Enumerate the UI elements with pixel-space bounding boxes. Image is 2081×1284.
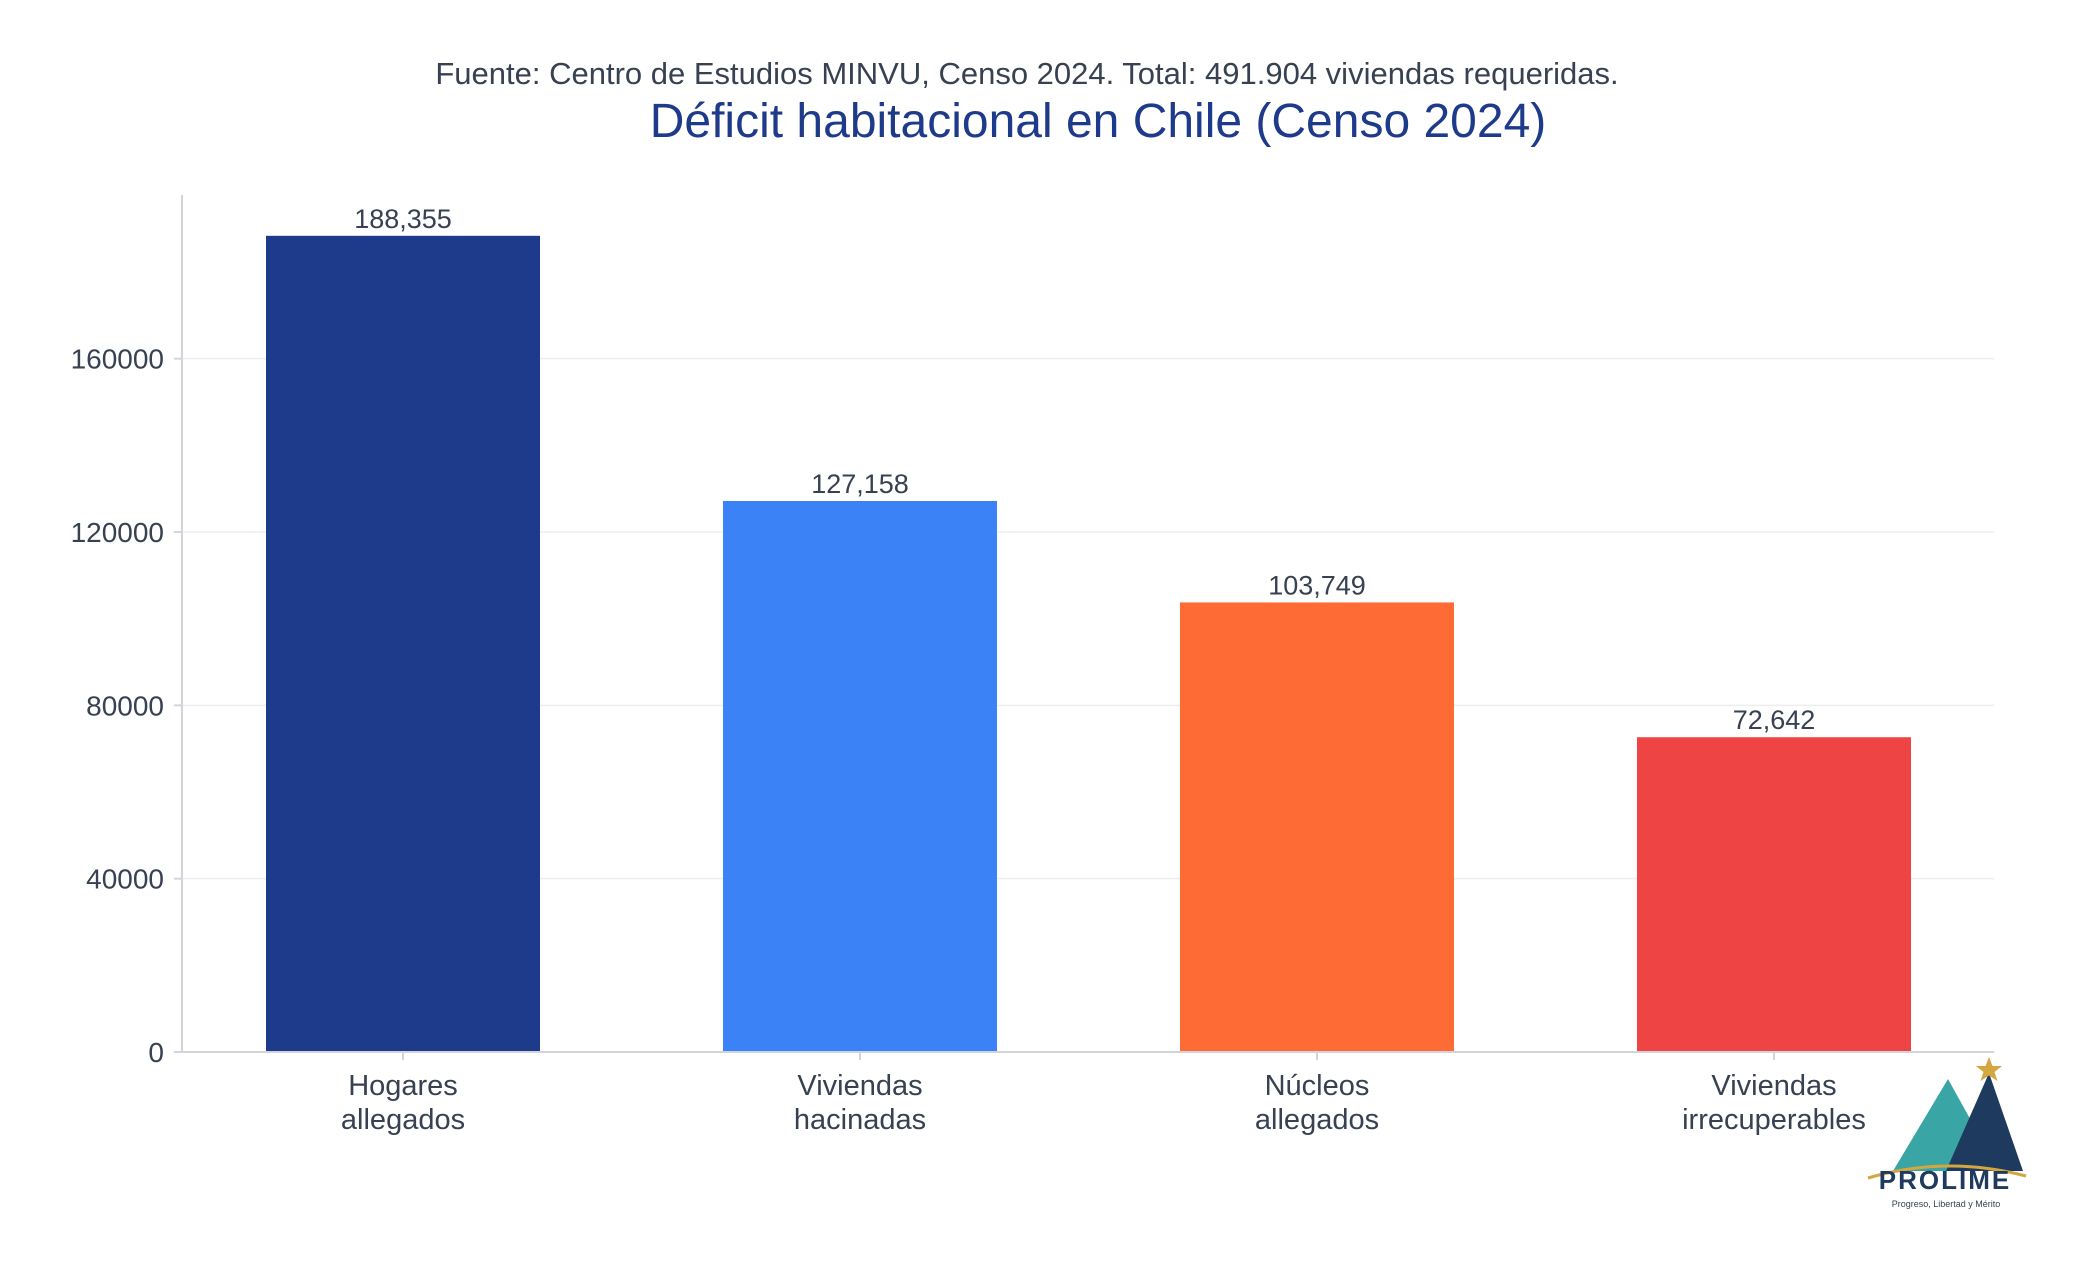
- bar: [1637, 737, 1911, 1052]
- x-tick-label: Núcleos: [1265, 1070, 1370, 1102]
- y-tick-label: 0: [148, 1037, 164, 1068]
- x-tick-label: allegados: [341, 1104, 465, 1136]
- y-tick-label: 120000: [71, 517, 164, 548]
- x-tick-label: Viviendas: [797, 1070, 922, 1102]
- y-tick-label: 160000: [71, 344, 164, 375]
- labels: 188,355Hogaresallegados127,158Viviendash…: [341, 204, 1866, 1136]
- logo-arc: [1867, 1164, 2027, 1180]
- prolime-logo: PROLIME Progreso, Libertad y Mérito: [1867, 1057, 2027, 1209]
- logo-name: PROLIME: [1879, 1165, 2011, 1195]
- y-tick-label: 80000: [86, 690, 164, 721]
- bar-value-label: 72,642: [1733, 705, 1816, 735]
- logo-mountain-navy: [1946, 1073, 2023, 1171]
- star-icon: [1976, 1057, 2002, 1081]
- x-tick-label: Hogares: [348, 1070, 458, 1102]
- chart-title: Déficit habitacional en Chile (Censo 202…: [650, 95, 1547, 148]
- bar-value-label: 188,355: [354, 204, 452, 234]
- bar: [266, 235, 540, 1053]
- x-tick-label: hacinadas: [794, 1104, 926, 1136]
- chart-subtitle: Fuente: Centro de Estudios MINVU, Censo …: [435, 56, 1618, 91]
- bar: [723, 500, 997, 1052]
- logo-tagline: Progreso, Libertad y Mérito: [1892, 1199, 2001, 1209]
- y-tick-label: 40000: [86, 864, 164, 895]
- bar-value-label: 127,158: [811, 469, 909, 499]
- x-tick-label: Viviendas: [1711, 1070, 1836, 1102]
- axes: 0 40000 80000 120000 160000: [71, 195, 1994, 1068]
- bars: [266, 235, 1911, 1053]
- bar: [1180, 602, 1454, 1052]
- x-tick-label: irrecuperables: [1682, 1104, 1866, 1136]
- bar-value-label: 103,749: [1268, 570, 1366, 600]
- x-tick-label: allegados: [1255, 1104, 1379, 1136]
